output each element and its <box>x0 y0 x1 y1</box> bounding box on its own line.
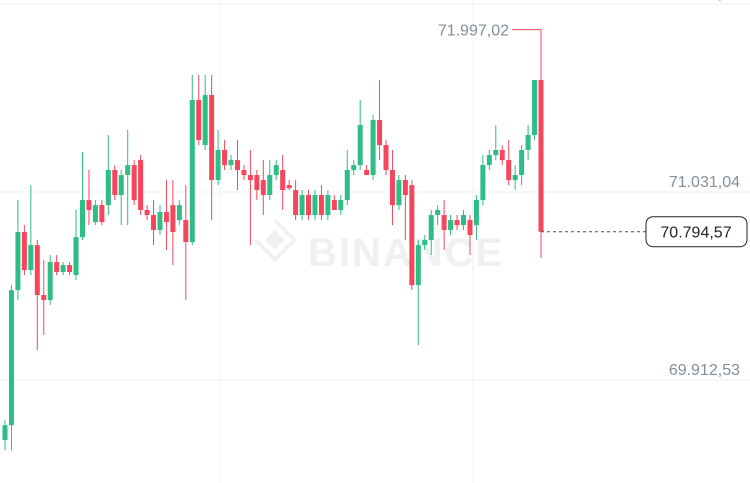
candle-body <box>183 220 189 243</box>
candle-body <box>99 205 105 223</box>
candle-body <box>67 265 73 273</box>
candle-body <box>506 160 512 181</box>
candle-body <box>86 200 92 210</box>
watermark-logo <box>253 218 297 262</box>
candle-body <box>34 245 40 296</box>
high-label: 71.997,02 <box>438 23 509 40</box>
y-tick-label: 69.912,53 <box>669 362 740 379</box>
candle-body <box>105 169 111 206</box>
candle-body <box>170 205 176 233</box>
watermark: BINANCE <box>308 231 504 275</box>
candle-body <box>383 145 389 170</box>
candle-body <box>364 169 370 176</box>
candle-body <box>286 185 292 189</box>
candle-body <box>499 149 505 161</box>
candle-body <box>331 200 337 210</box>
candle-body <box>138 160 144 210</box>
candle-body <box>377 120 383 146</box>
candle-body <box>131 165 137 201</box>
candle-body <box>92 205 98 223</box>
candle-body <box>280 169 286 190</box>
candle-body <box>273 165 279 176</box>
candle-body <box>461 215 467 226</box>
candle-body <box>299 195 305 216</box>
candle-body <box>8 290 14 426</box>
candle-body <box>215 149 221 181</box>
candle-body <box>389 169 395 206</box>
last-price-label: 70.794,57 <box>660 225 731 242</box>
candle-body <box>409 185 415 286</box>
candle-body <box>157 212 163 230</box>
candle-body <box>538 80 544 232</box>
candle-body <box>312 195 318 216</box>
candle-body <box>519 149 525 176</box>
candle-body <box>2 425 8 441</box>
candle-body <box>241 169 247 176</box>
candle-body <box>370 120 376 176</box>
candle-body <box>228 160 234 166</box>
candle-body <box>422 240 428 246</box>
candle-body <box>396 180 402 206</box>
candle-body <box>267 175 273 196</box>
candle-body <box>318 195 324 216</box>
candle-body <box>118 175 124 196</box>
candle-body <box>467 220 473 236</box>
candle-body <box>234 160 240 170</box>
candle-body <box>15 232 21 291</box>
candle-body <box>402 180 408 196</box>
candle-body <box>151 215 157 230</box>
candle-body <box>344 169 350 201</box>
candle-body <box>254 175 260 190</box>
candle-body <box>21 232 27 270</box>
candle-body <box>428 215 434 241</box>
candle-body <box>196 100 202 141</box>
candle-body <box>144 209 150 216</box>
candle-body <box>306 195 312 216</box>
candle-body <box>532 80 538 136</box>
candle-body <box>260 180 266 196</box>
candle-body <box>473 200 479 226</box>
candle-body <box>435 209 441 216</box>
candle-body <box>247 175 253 181</box>
candle-body <box>351 165 357 170</box>
candle-body <box>54 262 60 273</box>
candle-body <box>480 165 486 201</box>
candle-body <box>163 212 169 223</box>
candle-body <box>125 165 131 176</box>
candle-body <box>512 175 518 181</box>
candle-body <box>176 205 182 221</box>
candle-body <box>189 100 195 243</box>
candle-body <box>41 295 47 301</box>
candle-body <box>525 135 531 150</box>
candle-body <box>441 215 447 230</box>
candle-body <box>293 189 299 216</box>
candle-body <box>454 220 460 226</box>
candle-body <box>202 95 208 146</box>
candle-body <box>493 149 499 156</box>
candle-body <box>79 200 85 238</box>
candle-body <box>448 220 454 230</box>
candle-body <box>47 262 53 301</box>
last-price-box <box>645 216 748 248</box>
candle-body <box>357 125 363 166</box>
candle-body <box>112 169 118 196</box>
candle-body <box>60 265 66 273</box>
candle-body <box>486 155 492 166</box>
candle-body <box>222 149 228 166</box>
candle-body <box>209 95 215 181</box>
candle-body <box>338 200 344 210</box>
candle-body <box>415 245 421 286</box>
y-tick-label: 72.149,55 <box>669 0 740 3</box>
y-tick-label: 71.031,04 <box>669 174 740 191</box>
candle-body <box>28 245 34 270</box>
candle-body <box>325 195 331 216</box>
candle-body <box>73 237 79 276</box>
